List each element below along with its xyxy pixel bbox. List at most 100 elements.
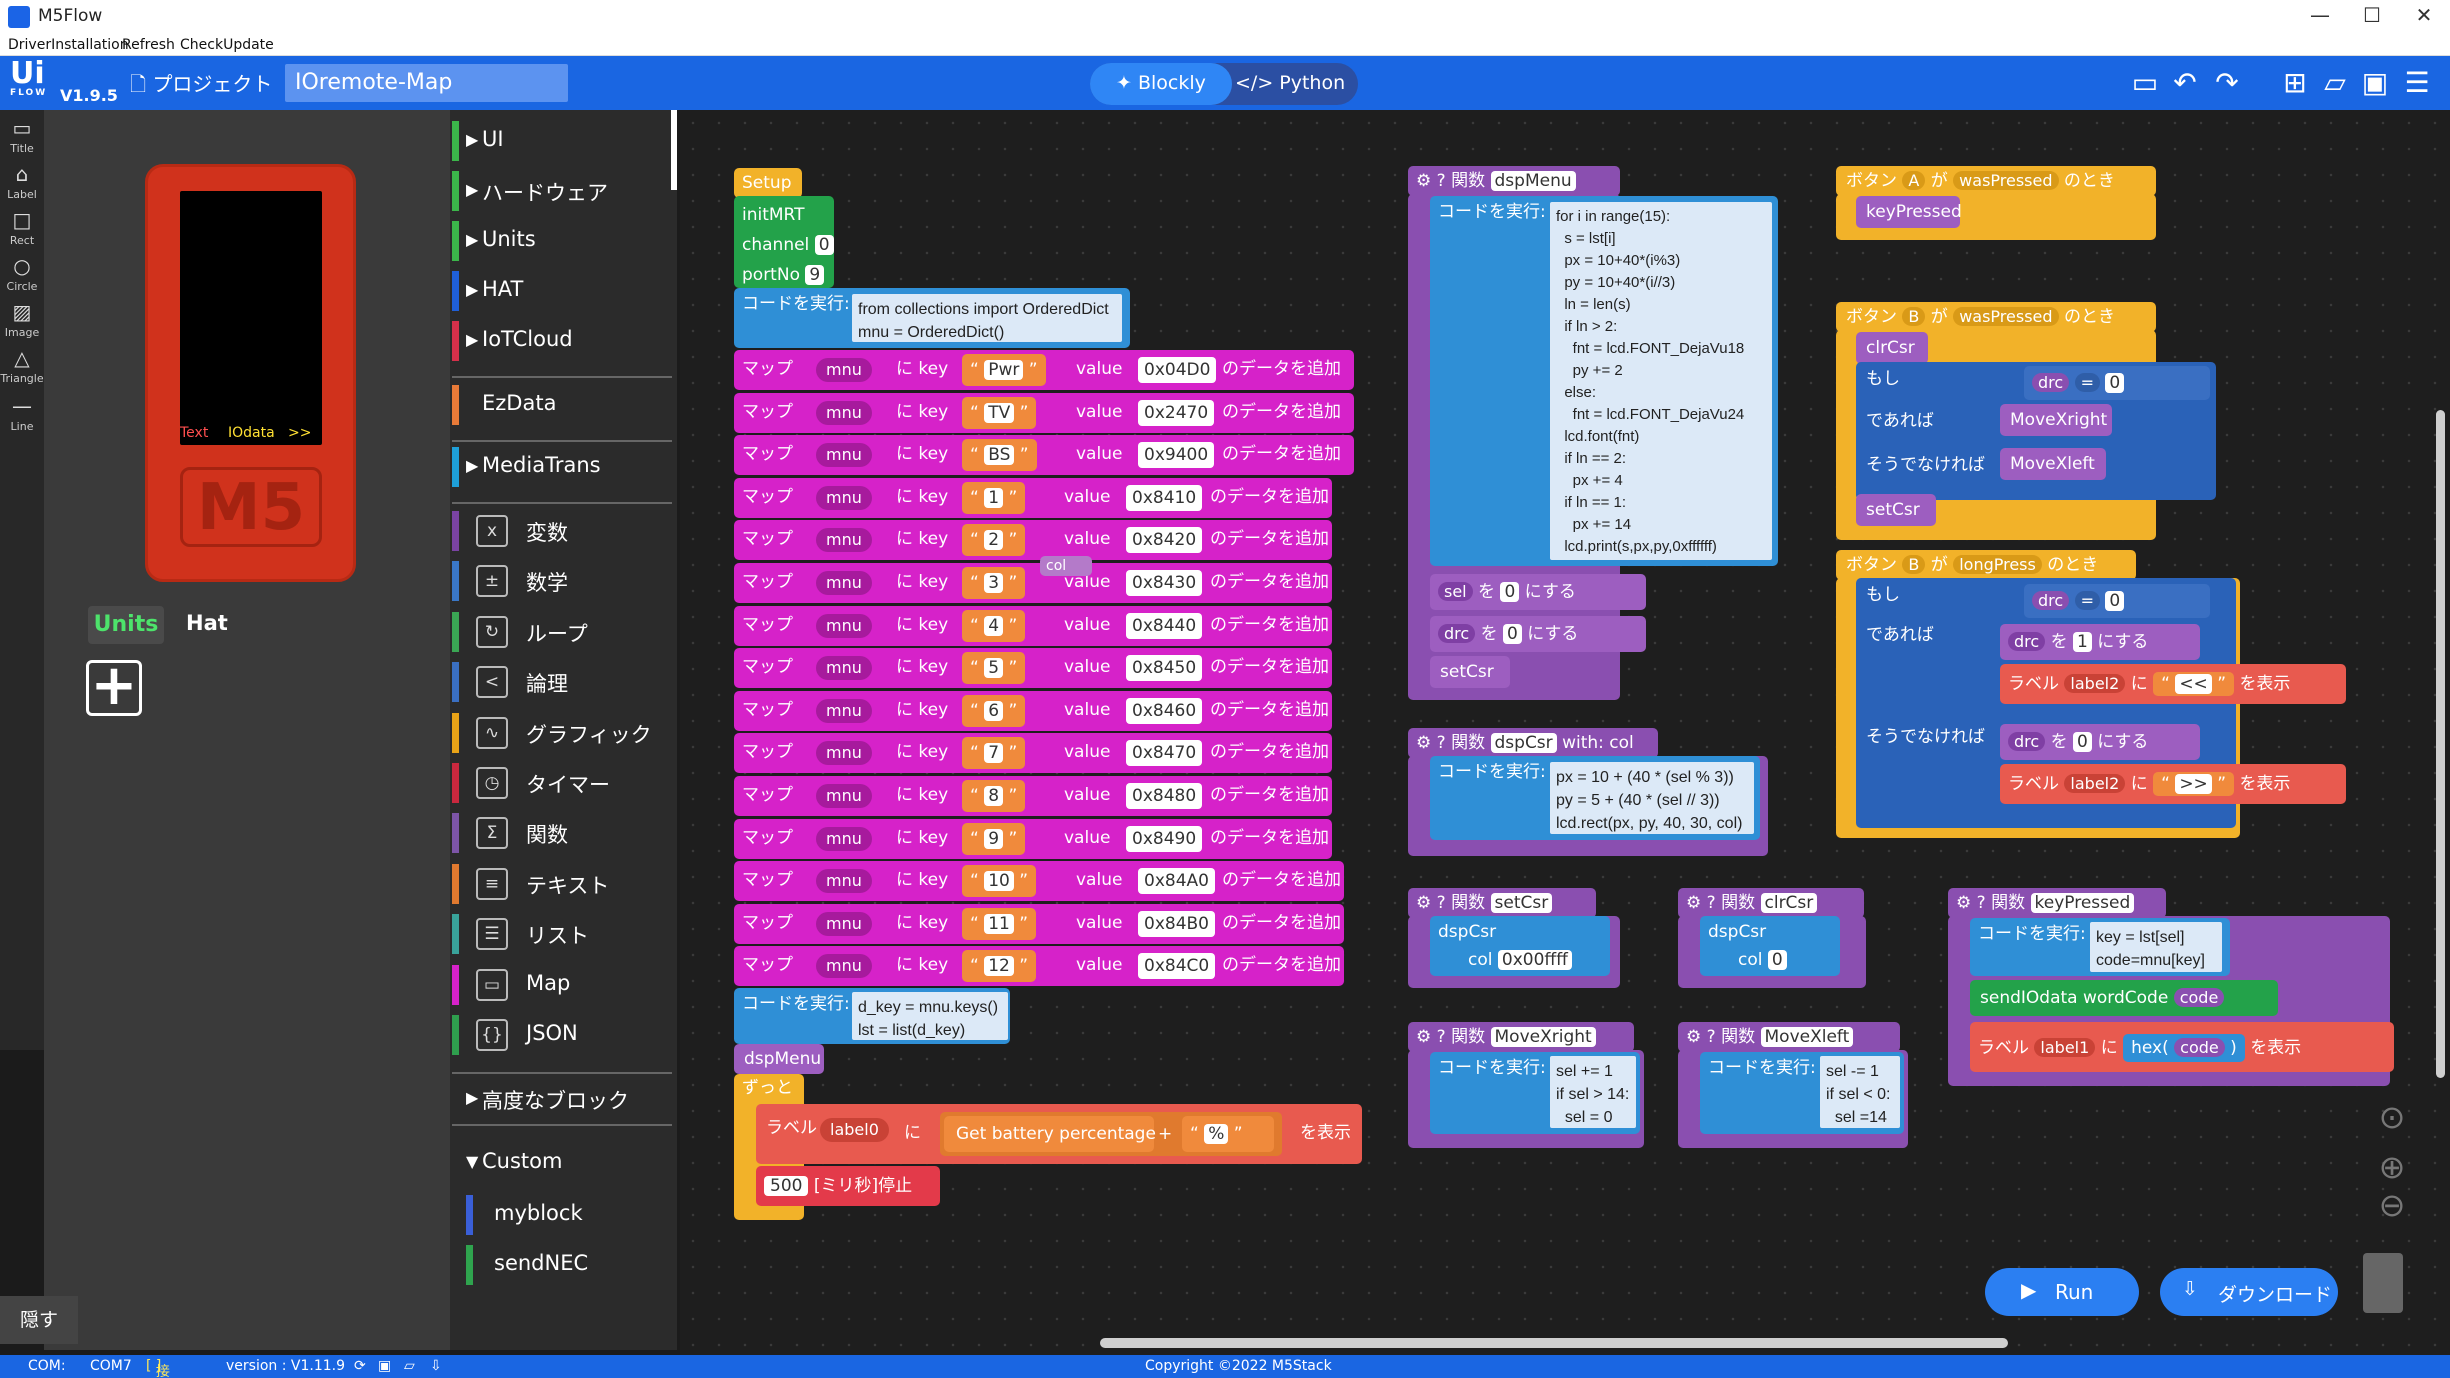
screen-icon[interactable]: ▭ xyxy=(2131,66,2159,99)
add-unit-button[interactable]: + xyxy=(86,658,142,716)
hide-button[interactable]: 隠す xyxy=(0,1296,78,1344)
map-var-dropdown[interactable]: mnu xyxy=(816,698,872,723)
event-dropdown[interactable]: longPress xyxy=(1953,555,2042,574)
drc-value-field[interactable]: 1 xyxy=(2073,632,2092,652)
percent-text-block[interactable]: “ % ” xyxy=(1182,1116,1274,1152)
tool-rect[interactable]: □ Rect xyxy=(0,208,44,247)
sel-dropdown[interactable]: sel xyxy=(1438,582,1473,601)
palette-advanced[interactable]: ▶ 高度なブロック xyxy=(452,1076,674,1122)
set-drc-block[interactable]: drc を 0 にする xyxy=(1430,616,1646,652)
palette-item[interactable]: ▶ ハードウェア xyxy=(452,168,674,214)
gear-icon[interactable]: ⚙ xyxy=(1416,893,1432,913)
key-string-block[interactable]: “ BS ” xyxy=(962,439,1037,472)
palette-item[interactable]: ± 数学 xyxy=(452,558,674,604)
zoom-out-icon[interactable]: ⊖ xyxy=(2378,1186,2406,1224)
gear-icon[interactable]: ⚙ xyxy=(1686,893,1702,913)
portno-field[interactable]: 9 xyxy=(805,265,825,285)
drc-dropdown[interactable]: drc xyxy=(2032,591,2070,610)
new-file-icon[interactable]: ⊞ xyxy=(2283,66,2307,99)
battery-expr-block[interactable]: Get battery percentage + “ % ” xyxy=(940,1112,1282,1156)
palette-item[interactable]: ▶ IoTCloud xyxy=(452,318,674,364)
map-var-dropdown[interactable]: mnu xyxy=(816,826,872,851)
map-add-row[interactable]: マップ mnu に key “ 3 ” value 0x8430 のデータを追加 xyxy=(734,563,1332,603)
help-icon[interactable]: ? xyxy=(1976,893,1986,913)
gear-icon[interactable]: ⚙ xyxy=(1956,893,1972,913)
palette-item[interactable]: < 論理 xyxy=(452,659,674,705)
map-var-dropdown[interactable]: mnu xyxy=(816,656,872,681)
call-movexleft-block[interactable]: MoveXleft xyxy=(2000,448,2106,480)
help-icon[interactable]: ? xyxy=(1436,893,1446,913)
function-clrcsr-header[interactable]: ⚙ ? 関数 clrCsr xyxy=(1678,888,1864,918)
palette-item[interactable]: {} JSON xyxy=(452,1012,674,1058)
key-field[interactable]: 7 xyxy=(984,743,1004,764)
map-add-row[interactable]: マップ mnu に key “ 5 ” value 0x8450 のデータを追加 xyxy=(734,648,1332,689)
gear-icon[interactable]: ⚙ xyxy=(1686,1027,1702,1047)
value-field[interactable]: 0x8440 xyxy=(1126,612,1203,639)
wait-field[interactable]: 500 xyxy=(764,1176,809,1196)
palette-item[interactable]: EzData xyxy=(452,382,674,428)
palette-item[interactable]: ◷ タイマー xyxy=(452,760,674,806)
workspace-vertical-scrollbar[interactable] xyxy=(2436,410,2445,1078)
map-add-row[interactable]: マップ mnu に key “ Pwr ” value 0x04D0 のデータを追加 xyxy=(734,350,1354,390)
key-field[interactable]: 4 xyxy=(984,615,1004,636)
key-field[interactable]: 8 xyxy=(984,786,1004,806)
drc-dropdown[interactable]: drc xyxy=(2032,373,2070,392)
palette-item[interactable]: ∿ グラフィック xyxy=(452,710,674,756)
maximize-button[interactable]: ☐ xyxy=(2363,3,2381,27)
key-string-block[interactable]: “ TV ” xyxy=(962,396,1037,429)
key-field[interactable]: Pwr xyxy=(984,360,1024,380)
key-string-block[interactable]: “ 4 ” xyxy=(962,609,1026,642)
key-field[interactable]: 2 xyxy=(984,530,1004,551)
tool-label[interactable]: ⌂ Label xyxy=(0,162,44,201)
button-a-event-block[interactable]: ボタン A が wasPressed のとき xyxy=(1836,166,2156,196)
menu-refresh[interactable]: Refresh xyxy=(122,37,175,53)
drc-dropdown[interactable]: drc xyxy=(2008,732,2046,751)
button-b-longpress-block[interactable]: ボタン B が longPress のとき xyxy=(1836,550,2136,580)
function-dspcsr-header[interactable]: ⚙ ? 関数 dspCsr with: col xyxy=(1408,728,1658,758)
map-var-dropdown[interactable]: mnu xyxy=(816,784,872,808)
label1-dropdown[interactable]: label1 xyxy=(2034,1038,2096,1057)
key-field[interactable]: 9 xyxy=(984,828,1004,849)
tool-image[interactable]: ▨ Image xyxy=(0,300,44,339)
device-screen[interactable]: Text IOdata >> xyxy=(180,191,322,445)
key-field[interactable]: 12 xyxy=(984,956,1014,977)
gear-icon[interactable]: ⚙ xyxy=(1416,733,1432,753)
map-add-row[interactable]: マップ mnu に key “ 8 ” value 0x8480 のデータを追加 xyxy=(734,776,1332,816)
help-icon[interactable]: ? xyxy=(1706,893,1716,913)
value-field[interactable]: 0x8410 xyxy=(1126,484,1203,511)
save-icon[interactable]: ▣ xyxy=(2361,66,2389,99)
value-field[interactable]: 0x04D0 xyxy=(1138,357,1217,383)
key-string-block[interactable]: “ 9 ” xyxy=(962,822,1026,855)
sel-value-field[interactable]: 0 xyxy=(1500,582,1520,602)
code-textarea[interactable]: from collections import OrderedDict mnu … xyxy=(852,294,1122,342)
function-dspmenu-header[interactable]: ⚙ ? 関数 dspMenu xyxy=(1408,166,1620,196)
menu-driver-installation[interactable]: DriverInstallation xyxy=(8,37,129,53)
map-add-row[interactable]: マップ mnu に key “ TV ” value 0x2470 のデータを追加 xyxy=(734,392,1354,433)
project-name-input[interactable]: IOremote-Map xyxy=(285,64,568,102)
fn-name-field[interactable]: dspMenu xyxy=(1490,171,1576,191)
dspcsr-code[interactable]: px = 10 + (40 * (sel % 3)) py = 5 + (40 … xyxy=(1550,762,1754,834)
call-setcsr-block[interactable]: setCsr xyxy=(1430,656,1510,688)
redo-icon[interactable]: ↷ xyxy=(2215,66,2239,99)
key-string-block[interactable]: “ 10 ” xyxy=(962,865,1037,898)
setup-hat-block[interactable]: Setup xyxy=(734,168,802,198)
call-setcsr-block[interactable]: setCsr xyxy=(1856,494,1936,526)
map-add-row[interactable]: マップ mnu に key “ 9 ” value 0x8490 のデータを追加 xyxy=(734,818,1332,859)
palette-item[interactable]: ≡ テキスト xyxy=(452,861,674,907)
screen-iodata-label[interactable]: IOdata xyxy=(228,425,275,441)
gt-field[interactable]: >> xyxy=(2175,774,2212,794)
help-icon[interactable]: ? xyxy=(1436,1027,1446,1047)
map-var-dropdown[interactable]: mnu xyxy=(816,954,872,979)
key-field[interactable]: 11 xyxy=(984,913,1014,934)
code-dropdown[interactable]: code xyxy=(2173,988,2225,1007)
tool-line[interactable]: — Line xyxy=(0,394,44,433)
map-var-dropdown[interactable]: mnu xyxy=(816,911,872,936)
map-var-dropdown[interactable]: mnu xyxy=(816,443,872,468)
fn-name-field[interactable]: MoveXleft xyxy=(1760,1027,1854,1047)
gear-icon[interactable]: ⚙ xyxy=(1416,171,1432,191)
palette-myblock[interactable]: myblock xyxy=(452,1192,674,1238)
tool-circle[interactable]: ○ Circle xyxy=(0,254,44,293)
set-drc-one-block[interactable]: drc を 1 にする xyxy=(2000,624,2200,660)
tool-title[interactable]: ▭ Title xyxy=(0,116,44,155)
key-field[interactable]: TV xyxy=(984,402,1015,423)
